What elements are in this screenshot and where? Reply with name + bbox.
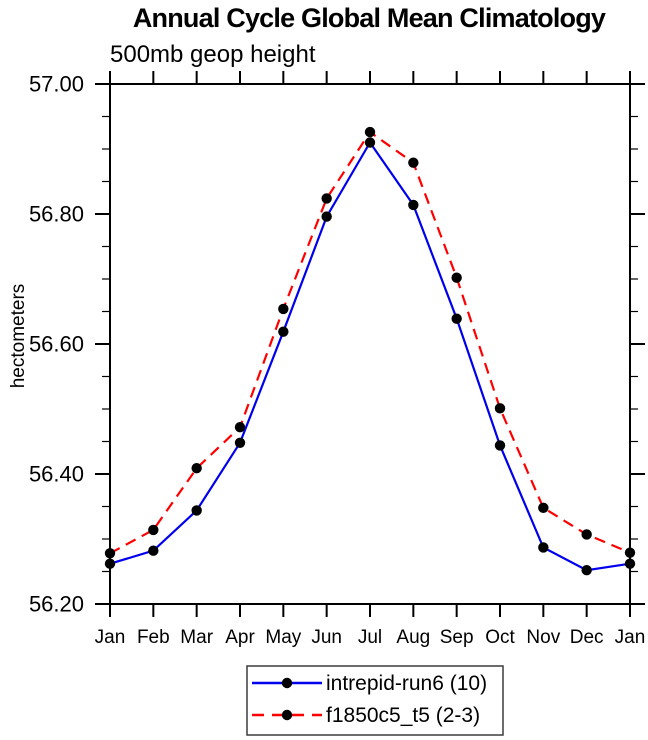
data-point-intrepid-run6 (10) (104, 558, 116, 569)
plot-frame (109, 83, 631, 605)
x-tick-label: Oct (485, 627, 515, 648)
data-point-intrepid-run6 (10) (191, 505, 202, 516)
legend-marker-series2-dot-icon (281, 709, 293, 721)
series-line-1 (109, 140, 631, 572)
data-point-intrepid-run6 (10) (451, 313, 462, 324)
data-point-f1850c5_t5 (2-3) (191, 462, 202, 474)
data-point-f1850c5_t5 (2-3) (451, 272, 462, 283)
data-point-intrepid-run6 (10) (408, 199, 419, 211)
data-point-intrepid-run6 (10) (278, 326, 289, 337)
x-tick-label: Apr (225, 627, 255, 648)
y-tick-label: 56.40 (29, 462, 84, 487)
data-point-f1850c5_t5 (2-3) (494, 403, 506, 414)
y-tick-label: 56.20 (29, 592, 84, 617)
y-tick-label: 57.00 (29, 72, 84, 97)
data-point-intrepid-run6 (10) (321, 211, 332, 222)
legend-label-series1: intrepid-run6 (10) (326, 672, 487, 695)
data-point-intrepid-run6 (10) (364, 137, 376, 148)
data-point-f1850c5_t5 (2-3) (234, 422, 246, 433)
y-tick-label: 56.60 (29, 332, 84, 357)
data-point-intrepid-run6 (10) (624, 558, 636, 569)
data-point-f1850c5_t5 (2-3) (408, 157, 419, 168)
legend: intrepid-run6 (10) f1850c5_t5 (2-3) (246, 665, 504, 736)
x-tick-label: Jul (358, 627, 382, 648)
data-point-intrepid-run6 (10) (148, 545, 159, 556)
x-tick-label: Dec (570, 627, 604, 648)
data-point-intrepid-run6 (10) (494, 440, 506, 451)
data-point-f1850c5_t5 (2-3) (278, 303, 289, 315)
plot-area: 56.20 56.40 56.60 56.80 57.00 Jan Feb Mar Apr May… (29, 71, 645, 648)
x-tick-label: Jun (311, 627, 342, 648)
legend-box (246, 665, 504, 736)
data-point-f1850c5_t5 (2-3) (148, 524, 159, 536)
y-tick-label: 56.80 (29, 202, 84, 227)
legend-marker-series1-dot-icon (281, 677, 293, 689)
y-axis-label: hectometers (8, 284, 29, 389)
x-tick-label: Jan (615, 627, 646, 648)
x-tick-label: Feb (137, 627, 170, 648)
data-point-f1850c5_t5 (2-3) (364, 126, 376, 138)
data-point-intrepid-run6 (10) (234, 437, 246, 448)
x-tick-label: Jan (95, 627, 126, 648)
x-tick-label: Mar (180, 627, 213, 648)
x-tick-label: Sep (440, 627, 474, 648)
data-point-f1850c5_t5 (2-3) (104, 548, 116, 559)
data-point-f1850c5_t5 (2-3) (538, 502, 549, 513)
data-point-intrepid-run6 (10) (538, 542, 549, 553)
chart-subtitle: 500mb geop height (110, 41, 316, 68)
x-tick-label: May (265, 627, 301, 648)
data-point-f1850c5_t5 (2-3) (624, 547, 636, 558)
x-tick-label: Aug (396, 627, 430, 648)
data-point-f1850c5_t5 (2-3) (581, 529, 592, 540)
chart-title: Annual Cycle Global Mean Climatology (133, 3, 606, 33)
data-point-f1850c5_t5 (2-3) (321, 193, 332, 204)
data-point-intrepid-run6 (10) (581, 565, 592, 576)
x-tick-label: Nov (526, 627, 560, 648)
series-line-2 (109, 130, 631, 555)
legend-label-series2: f1850c5_t5 (2-3) (326, 704, 480, 727)
